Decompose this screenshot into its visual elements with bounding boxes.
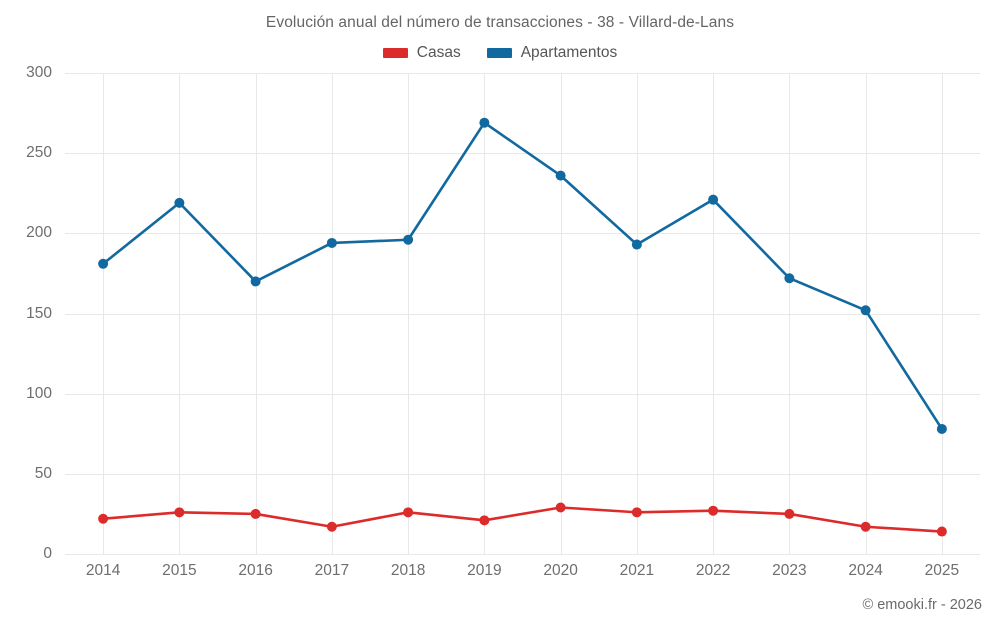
y-axis-tick-label: 200 [26, 224, 52, 242]
x-axis-tick-label: 2022 [695, 562, 731, 579]
x-axis-tick-label: 2014 [85, 562, 121, 579]
legend-swatch-apartamentos [486, 48, 512, 58]
y-axis-tick-labels: 0 50 100 150 200 250 300 [0, 64, 52, 562]
gridline-vertical [484, 73, 486, 554]
legend-item-casas[interactable]: Casas [382, 44, 461, 62]
y-axis-tick-label: 50 [34, 464, 52, 482]
data-point[interactable] [708, 194, 719, 205]
gridline-vertical [941, 73, 943, 554]
series-line-apartamentos [101, 121, 944, 431]
gridline-vertical [179, 73, 181, 554]
data-point[interactable] [174, 507, 185, 518]
data-point[interactable] [479, 515, 490, 526]
data-point[interactable] [250, 276, 261, 287]
gridline-vertical [408, 73, 410, 554]
data-point[interactable] [936, 423, 947, 434]
x-axis-tick-label: 2019 [467, 562, 502, 579]
gridline-vertical [103, 73, 105, 554]
data-point[interactable] [860, 305, 871, 316]
x-axis-tick-label: 2015 [162, 562, 197, 579]
x-axis-tick-label: 2018 [390, 562, 426, 579]
y-axis-tick-label: 250 [26, 144, 52, 162]
data-point[interactable] [174, 197, 185, 208]
x-axis-tick-label: 2025 [924, 562, 960, 579]
legend-item-apartamentos[interactable]: Apartamentos [486, 44, 618, 62]
data-point[interactable] [860, 521, 871, 532]
x-axis-tick-label: 2017 [314, 562, 350, 579]
data-point[interactable] [403, 507, 414, 518]
y-axis-tick-label: 100 [26, 384, 52, 402]
gridline-horizontal [65, 233, 980, 235]
data-point[interactable] [479, 117, 490, 128]
x-axis-tick-labels: 2014 2015 2016 2017 2018 2019 2020 2021 2022 2023… [65, 562, 980, 586]
y-axis-tick-label: 300 [26, 64, 52, 81]
x-axis-tick-label: 2020 [543, 562, 578, 579]
data-point[interactable] [250, 508, 261, 519]
data-point[interactable] [555, 502, 566, 513]
gridline-horizontal [65, 73, 980, 74]
data-point[interactable] [98, 513, 109, 524]
legend-label-apartamentos: Apartamentos [520, 44, 618, 61]
gridline-horizontal [65, 393, 980, 395]
series-layer [98, 117, 947, 537]
y-axis-tick-label: 0 [43, 545, 52, 562]
legend-label-casas: Casas [416, 44, 461, 61]
chart-legend: Casas Apartamentos [0, 44, 1000, 62]
data-point[interactable] [555, 170, 566, 181]
gridline-horizontal [65, 153, 980, 155]
series-line-casas [101, 506, 944, 533]
gridline-vertical [560, 73, 562, 554]
x-axis-tick-label: 2021 [619, 562, 655, 579]
gridline-horizontal [65, 313, 980, 315]
data-point[interactable] [98, 258, 109, 269]
gridline-vertical [636, 73, 638, 554]
y-axis-tick-label: 150 [26, 304, 52, 322]
legend-swatch-casas [382, 48, 408, 58]
gridline-vertical [331, 73, 333, 554]
data-point[interactable] [631, 239, 642, 250]
data-point[interactable] [936, 526, 947, 537]
data-point[interactable] [784, 273, 795, 284]
data-point[interactable] [326, 237, 337, 248]
gridline-horizontal [65, 473, 980, 475]
x-axis-tick-label: 2016 [238, 562, 273, 579]
chart-title: Evolución anual del número de transaccio… [265, 14, 735, 31]
data-point[interactable] [326, 521, 337, 532]
x-axis-tick-label: 2023 [772, 562, 807, 579]
gridline-horizontal [65, 554, 980, 555]
data-point[interactable] [403, 234, 414, 245]
footer-credit: © emooki.fr - 2026 [862, 597, 982, 613]
data-point[interactable] [631, 507, 642, 518]
plot-area [65, 73, 980, 555]
gridline-vertical [255, 73, 257, 554]
data-point[interactable] [784, 508, 795, 519]
x-axis-tick-label: 2024 [848, 562, 883, 579]
data-point[interactable] [708, 505, 719, 516]
gridline-vertical [713, 73, 715, 554]
gridline-vertical [789, 73, 791, 554]
